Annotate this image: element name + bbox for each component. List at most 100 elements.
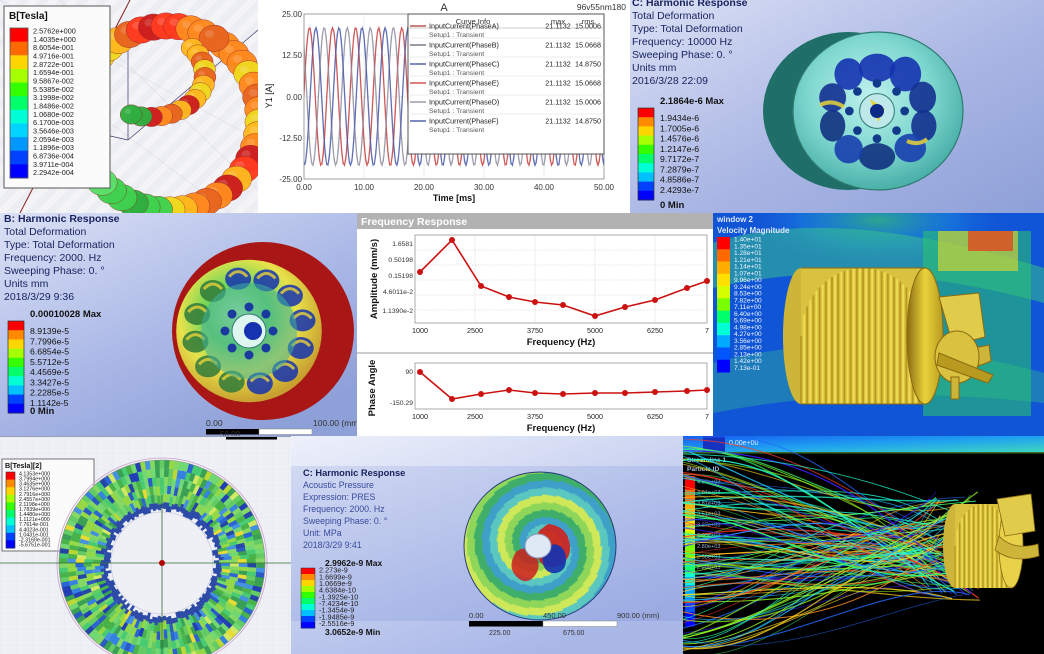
svg-text:3.3427e-5: 3.3427e-5	[30, 377, 69, 387]
svg-text:InputCurrent(PhaseC): InputCurrent(PhaseC)	[429, 60, 499, 69]
svg-text:2.2942e-004: 2.2942e-004	[33, 168, 74, 177]
svg-text:21.1132: 21.1132	[545, 22, 570, 31]
svg-text:3750: 3750	[527, 326, 543, 335]
svg-text:14.8750: 14.8750	[575, 117, 601, 126]
svg-text:3.0652e-9 Min: 3.0652e-9 Min	[325, 627, 380, 637]
svg-text:C: Harmonic Response: C: Harmonic Response	[303, 468, 405, 478]
svg-text:window 2: window 2	[716, 215, 754, 224]
svg-text:5000: 5000	[587, 412, 603, 421]
svg-text:50.00: 50.00	[594, 183, 615, 192]
svg-text:Amplitude (mm/s): Amplitude (mm/s)	[369, 239, 380, 319]
svg-text:2.4293e-7: 2.4293e-7	[660, 185, 699, 195]
svg-text:Frequency (Hz): Frequency (Hz)	[527, 423, 596, 434]
svg-text:4.8586e-7: 4.8586e-7	[660, 175, 699, 185]
svg-text:Frequency: 2000. Hz: Frequency: 2000. Hz	[303, 504, 385, 514]
svg-text:15.0006: 15.0006	[575, 98, 601, 107]
svg-text:InputCurrent(PhaseD): InputCurrent(PhaseD)	[429, 98, 499, 107]
svg-text:7: 7	[705, 412, 709, 421]
svg-text:10.00: 10.00	[354, 183, 375, 192]
svg-text:15.0668: 15.0668	[575, 79, 601, 88]
svg-text:90: 90	[405, 369, 413, 376]
svg-text:8.9139e-5: 8.9139e-5	[30, 326, 69, 336]
svg-text:2018/3/29 9:41: 2018/3/29 9:41	[303, 540, 362, 550]
svg-text:Expression: PRES: Expression: PRES	[303, 492, 375, 502]
svg-text:25.00: 25.00	[282, 10, 303, 19]
svg-text:21.1132: 21.1132	[545, 98, 570, 107]
svg-text:2018/3/29 9:36: 2018/3/29 9:36	[4, 291, 74, 303]
svg-text:Velocity Magnitude: Velocity Magnitude	[717, 226, 790, 235]
svg-text:1.9434e-6: 1.9434e-6	[660, 113, 699, 123]
svg-text:6250: 6250	[647, 412, 663, 421]
svg-text:Sweeping Phase: 0. °: Sweeping Phase: 0. °	[4, 265, 105, 277]
svg-text:2500: 2500	[467, 326, 483, 335]
svg-text:6250: 6250	[647, 326, 663, 335]
svg-text:21.1132: 21.1132	[545, 79, 570, 88]
svg-text:0 Min: 0 Min	[660, 200, 684, 211]
svg-text:7: 7	[705, 326, 709, 335]
svg-text:-150.29: -150.29	[390, 400, 413, 407]
svg-text:1.1390e-2: 1.1390e-2	[382, 308, 413, 315]
svg-text:2016/3/28 22:09: 2016/3/28 22:09	[632, 75, 708, 87]
svg-text:1.2147e-6: 1.2147e-6	[660, 144, 699, 154]
svg-text:B[Tesla][2]: B[Tesla][2]	[5, 461, 42, 470]
svg-text:5.5712e-5: 5.5712e-5	[30, 357, 69, 367]
svg-text:Unit: MPa: Unit: MPa	[303, 528, 342, 538]
svg-text:21.1132: 21.1132	[545, 41, 570, 50]
svg-text:B[Tesla]: B[Tesla]	[9, 11, 48, 22]
svg-text:0.50198: 0.50198	[388, 257, 413, 264]
svg-text:1000: 1000	[412, 326, 428, 335]
svg-text:Frequency Response: Frequency Response	[361, 216, 467, 228]
svg-text:Phase Angle: Phase Angle	[367, 360, 378, 417]
svg-text:9.7172e-7: 9.7172e-7	[660, 154, 699, 164]
svg-text:0.00: 0.00	[206, 418, 223, 428]
svg-text:15.0668: 15.0668	[575, 41, 601, 50]
svg-text:B: Harmonic Response: B: Harmonic Response	[4, 213, 120, 225]
svg-text:15.0006: 15.0006	[575, 22, 601, 31]
svg-text:30.00: 30.00	[474, 183, 495, 192]
svg-text:2500: 2500	[467, 412, 483, 421]
svg-text:Sweeping Phase: 0. °: Sweeping Phase: 0. °	[303, 516, 387, 526]
svg-text:6.6854e-5: 6.6854e-5	[30, 347, 69, 357]
svg-text:Time [ms]: Time [ms]	[433, 193, 475, 203]
svg-text:2.1864e-6 Max: 2.1864e-6 Max	[660, 96, 725, 107]
svg-text:Total Deformation: Total Deformation	[632, 10, 714, 22]
svg-text:0.15198: 0.15198	[388, 273, 413, 280]
svg-text:Frequency: 10000 Hz: Frequency: 10000 Hz	[632, 36, 732, 48]
svg-text:-12.50: -12.50	[279, 134, 302, 143]
svg-text:1.4576e-6: 1.4576e-6	[660, 134, 699, 144]
svg-text:A: A	[440, 2, 448, 14]
svg-text:2.2285e-5: 2.2285e-5	[30, 388, 69, 398]
svg-text:Frequency (Hz): Frequency (Hz)	[527, 337, 596, 348]
svg-text:0.00010028 Max: 0.00010028 Max	[30, 309, 102, 320]
svg-text:20.00: 20.00	[414, 183, 435, 192]
svg-text:C: Harmonic Response: C: Harmonic Response	[632, 0, 748, 9]
svg-text:InputCurrent(PhaseA): InputCurrent(PhaseA)	[429, 22, 499, 31]
svg-text:Type: Total Deformation: Type: Total Deformation	[632, 23, 743, 35]
svg-text:0.00: 0.00	[286, 93, 302, 102]
svg-text:Acoustic Pressure: Acoustic Pressure	[303, 480, 374, 490]
svg-text:Units mm: Units mm	[4, 278, 49, 290]
svg-text:Setup1 : Transient: Setup1 : Transient	[429, 127, 484, 134]
svg-text:7.2879e-7: 7.2879e-7	[660, 164, 699, 174]
svg-text:3750: 3750	[527, 412, 543, 421]
svg-text:21.1132: 21.1132	[545, 117, 570, 126]
svg-text:21.1132: 21.1132	[545, 60, 570, 69]
svg-text:40.00: 40.00	[534, 183, 555, 192]
svg-text:0 Min: 0 Min	[30, 406, 54, 417]
svg-text:14.8750: 14.8750	[575, 60, 601, 69]
svg-text:100.00 (mm): 100.00 (mm)	[313, 418, 357, 428]
svg-text:Y1 [A]: Y1 [A]	[264, 84, 274, 109]
svg-text:12.50: 12.50	[282, 51, 303, 60]
svg-text:4.4569e-5: 4.4569e-5	[30, 367, 69, 377]
svg-text:7.7996e-5: 7.7996e-5	[30, 336, 69, 346]
svg-text:1.6581: 1.6581	[392, 241, 413, 248]
svg-text:1000: 1000	[412, 412, 428, 421]
svg-text:InputCurrent(PhaseE): InputCurrent(PhaseE)	[429, 79, 499, 88]
svg-text:4.6011e-2: 4.6011e-2	[383, 289, 413, 296]
svg-text:Sweeping Phase: 0. °: Sweeping Phase: 0. °	[632, 49, 733, 61]
svg-text:Total Deformation: Total Deformation	[4, 226, 86, 238]
svg-text:-5.6751e-001: -5.6751e-001	[19, 542, 51, 548]
svg-text:1.7005e-6: 1.7005e-6	[660, 123, 699, 133]
svg-text:InputCurrent(PhaseB): InputCurrent(PhaseB)	[429, 41, 499, 50]
svg-text:Units mm: Units mm	[632, 62, 677, 74]
